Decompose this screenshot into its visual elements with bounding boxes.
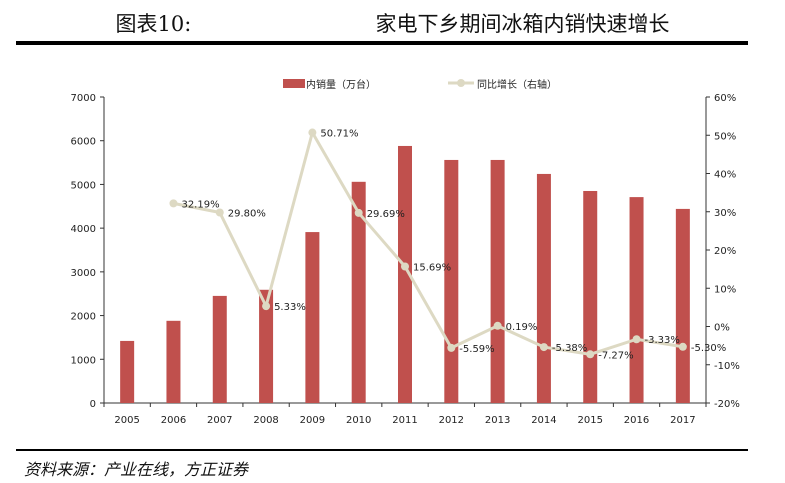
x-tick-label: 2013 (485, 415, 510, 426)
data-label: 32.19% (181, 199, 219, 210)
left-tick-label: 7000 (71, 93, 96, 104)
x-tick-label: 2016 (624, 415, 649, 426)
bar (490, 159, 505, 403)
x-tick-label: 2015 (578, 415, 603, 426)
bar (583, 190, 598, 403)
bar (398, 145, 412, 403)
growth-point (586, 350, 595, 359)
figure-number: 图表10: (115, 12, 192, 36)
data-label: 50.71% (320, 129, 358, 140)
bar (536, 173, 551, 403)
source-note: 资料来源：产业在线，方正证券 (24, 460, 249, 479)
growth-point (169, 199, 178, 208)
growth-point (354, 208, 363, 217)
data-label: -5.59% (459, 344, 494, 355)
right-tick-label: 30% (714, 208, 736, 219)
bar (259, 289, 274, 403)
right-tick-label: 40% (714, 170, 736, 181)
legend-bar-swatch (283, 79, 305, 88)
right-tick-label: -10% (714, 361, 740, 372)
data-label: 0.19% (506, 322, 538, 333)
growth-point (401, 262, 409, 271)
bar (444, 159, 459, 403)
left-tick-label: 2000 (71, 312, 96, 323)
data-label: 29.69% (367, 209, 405, 220)
data-label: 5.33% (274, 302, 306, 313)
data-label: -5.30% (691, 343, 726, 354)
growth-point (308, 128, 317, 137)
figure-title-text: 家电下乡期间冰箱内销快速增长 (375, 12, 670, 36)
x-tick-label: 2008 (253, 415, 278, 426)
bar (120, 340, 135, 403)
figure-title: 图表10: 家电下乡期间冰箱内销快速增长 (0, 8, 785, 38)
growth-line (173, 128, 684, 356)
right-tick-label: 60% (714, 93, 736, 104)
data-label: -3.33% (645, 335, 680, 346)
growth-point (447, 343, 456, 352)
x-tick-label: 2009 (300, 415, 325, 426)
right-tick-label: 10% (714, 284, 736, 295)
left-tick-label: 5000 (71, 180, 96, 191)
left-tick-label: 3000 (71, 268, 96, 279)
bar (212, 295, 227, 403)
growth-point (215, 208, 224, 217)
growth-point (632, 335, 641, 344)
bar (305, 232, 320, 403)
data-label: -7.27% (598, 350, 633, 361)
right-tick-label: 20% (714, 246, 736, 257)
legend-line-marker (457, 79, 465, 87)
x-tick-label: 2014 (531, 415, 556, 426)
data-label: -5.38% (552, 343, 587, 354)
footer-rule (16, 449, 748, 451)
right-tick-label: -20% (714, 399, 740, 410)
bar (351, 181, 366, 403)
data-label: 15.69% (413, 262, 451, 273)
data-label: 29.80% (228, 209, 266, 220)
left-tick-label: 4000 (71, 224, 96, 235)
legend-bar-label: 内销量（万台） (306, 78, 376, 91)
x-tick-label: 2005 (114, 415, 139, 426)
title-rule (16, 41, 748, 45)
growth-point (678, 342, 687, 351)
left-tick-label: 0 (90, 399, 96, 410)
growth-point (262, 302, 271, 311)
legend-line-label: 同比增长（右轴） (477, 78, 557, 91)
growth-point (539, 343, 548, 352)
growth-point (493, 321, 502, 330)
x-tick-label: 2011 (392, 415, 417, 426)
bar (675, 208, 690, 403)
x-tick-label: 2017 (670, 415, 695, 426)
right-tick-label: 50% (714, 131, 736, 142)
left-tick-label: 6000 (71, 137, 96, 148)
x-tick-label: 2006 (161, 415, 186, 426)
x-tick-label: 2007 (207, 415, 232, 426)
bar (166, 320, 181, 403)
bar (629, 197, 644, 403)
right-tick-label: 0% (714, 323, 730, 334)
x-tick-label: 2012 (439, 415, 464, 426)
x-tick-label: 2010 (346, 415, 371, 426)
left-tick-label: 1000 (71, 355, 96, 366)
